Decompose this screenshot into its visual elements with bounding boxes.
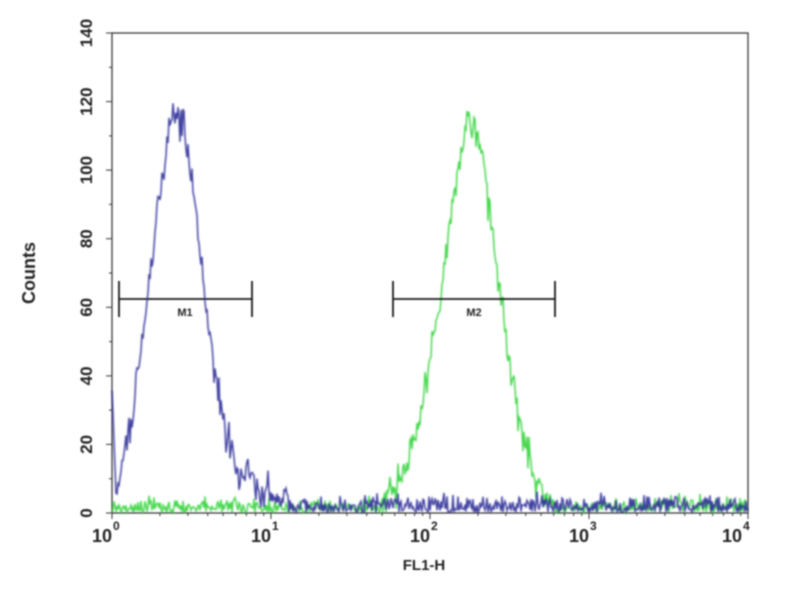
svg-text:10: 10 <box>569 526 589 546</box>
svg-text:10: 10 <box>92 526 112 546</box>
svg-text:0: 0 <box>77 508 96 517</box>
svg-text:Counts: Counts <box>19 242 39 304</box>
svg-text:10: 10 <box>410 526 430 546</box>
svg-text:2: 2 <box>431 519 438 533</box>
svg-text:20: 20 <box>77 435 96 454</box>
svg-text:100: 100 <box>77 156 96 184</box>
svg-text:40: 40 <box>77 366 96 385</box>
svg-text:140: 140 <box>77 19 96 47</box>
svg-text:FL1-H: FL1-H <box>403 557 446 574</box>
svg-text:4: 4 <box>743 519 750 533</box>
svg-text:M2: M2 <box>466 307 481 319</box>
svg-text:60: 60 <box>77 298 96 317</box>
svg-text:3: 3 <box>590 519 597 533</box>
svg-text:10: 10 <box>722 526 742 546</box>
svg-text:80: 80 <box>77 229 96 248</box>
svg-text:M1: M1 <box>177 307 192 319</box>
svg-text:1: 1 <box>272 519 279 533</box>
svg-text:10: 10 <box>251 526 271 546</box>
svg-text:0: 0 <box>113 519 120 533</box>
svg-text:120: 120 <box>77 87 96 115</box>
